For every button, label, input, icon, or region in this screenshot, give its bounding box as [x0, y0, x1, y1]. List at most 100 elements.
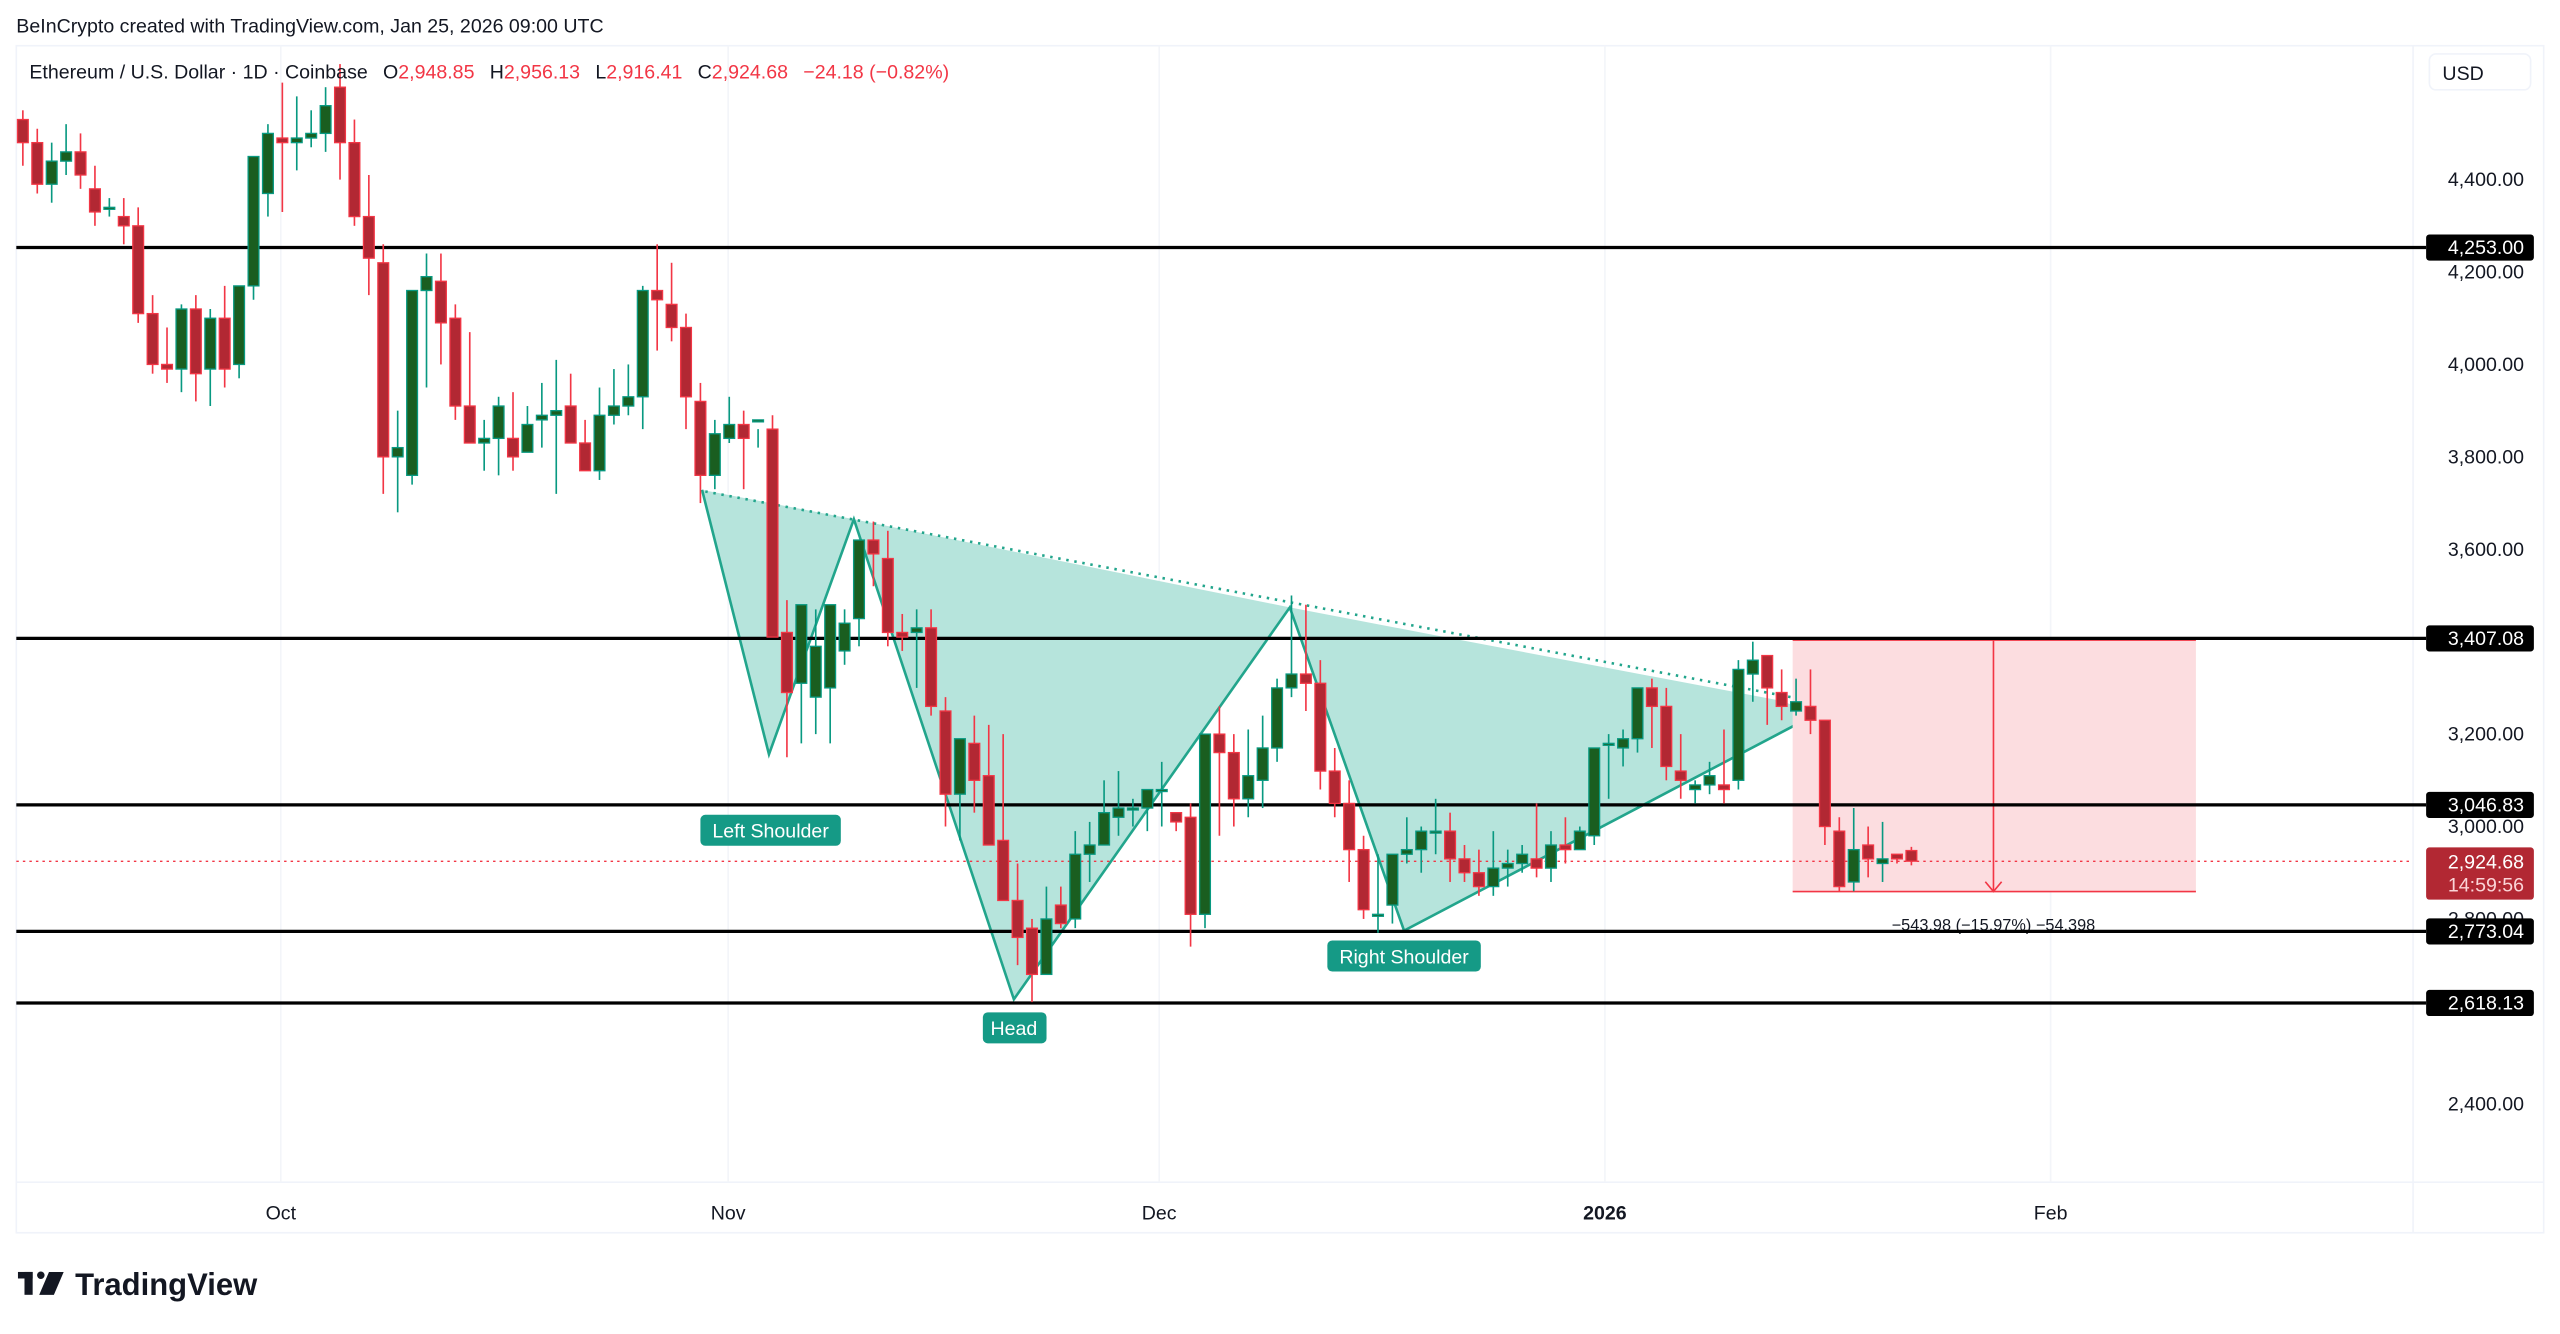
price-tick: 4,200.00 — [2448, 262, 2524, 284]
candle — [939, 697, 952, 827]
candle — [1645, 678, 1658, 748]
candle — [852, 539, 866, 647]
candle — [1112, 771, 1125, 836]
last-price-tag: 2,924.68 14:59:56 — [2426, 847, 2534, 900]
candle — [651, 244, 664, 351]
time-tick: Feb — [2034, 1203, 2068, 1225]
candle — [953, 738, 966, 841]
candle — [593, 387, 606, 480]
svg-text:2,924.68: 2,924.68 — [2448, 852, 2524, 874]
candle — [1126, 798, 1139, 827]
candle — [780, 600, 793, 758]
candle — [1544, 831, 1558, 882]
price-tick: 3,800.00 — [2448, 446, 2524, 468]
candle — [189, 295, 202, 402]
candle — [867, 521, 880, 587]
candle — [1890, 853, 1904, 864]
candle — [1746, 641, 1759, 702]
label-right-shoulder[interactable]: Right Shoulder — [1327, 940, 1481, 972]
low-value: 2,916.41 — [606, 61, 682, 83]
candle — [88, 165, 101, 226]
candle — [1400, 817, 1413, 864]
candle — [679, 313, 693, 430]
candlestick-series[interactable] — [16, 64, 1918, 1003]
candle — [1660, 687, 1673, 781]
price-tick: 4,400.00 — [2448, 169, 2524, 191]
high-value: 2,956.13 — [504, 61, 580, 83]
candle — [1343, 780, 1356, 882]
candle — [1415, 826, 1428, 873]
candle — [910, 609, 923, 688]
candle — [103, 198, 116, 217]
candle — [1256, 715, 1269, 809]
candle — [1472, 849, 1485, 896]
arrow-down-icon — [1984, 881, 2003, 893]
candle — [160, 327, 174, 383]
time-tick: Dec — [1142, 1203, 1177, 1225]
head-text: Head — [990, 1018, 1037, 1040]
candle — [1674, 734, 1687, 799]
candle — [564, 373, 577, 444]
label-head[interactable]: Head — [982, 1012, 1047, 1044]
left-shoulder-text: Left Shoulder — [712, 821, 829, 843]
candle — [622, 364, 635, 416]
symbol-title[interactable]: Ethereum / U.S. Dollar · 1D · Coinbase — [29, 61, 367, 83]
candle — [1299, 604, 1312, 712]
candle — [896, 613, 909, 651]
candle — [146, 295, 159, 374]
candle — [1588, 747, 1601, 846]
candle — [1761, 654, 1774, 725]
candle — [74, 133, 87, 189]
price-tick: 3,000.00 — [2448, 816, 2524, 838]
candle — [377, 244, 390, 494]
candle — [276, 82, 289, 212]
candle — [723, 396, 736, 443]
level-tag: 4,253.00 — [2448, 237, 2524, 259]
svg-text:14:59:56: 14:59:56 — [2448, 875, 2524, 897]
candle — [752, 419, 765, 448]
neckline-dotted — [705, 490, 1818, 704]
candle — [60, 124, 73, 175]
candle — [1804, 669, 1817, 735]
candle — [1141, 788, 1154, 832]
credit-text: BeInCrypto created with TradingView.com,… — [16, 16, 603, 38]
candle — [1429, 798, 1442, 855]
candle — [1559, 817, 1572, 864]
right-shoulder-text: Right Shoulder — [1339, 946, 1469, 968]
time-axis[interactable]: Oct Nov Dec 2026 Feb — [266, 1203, 2068, 1225]
candle — [766, 415, 779, 638]
time-tick: Nov — [711, 1203, 746, 1225]
candle — [982, 724, 995, 846]
change-value: −24.18 (−0.82%) — [803, 61, 949, 83]
candle — [550, 359, 563, 494]
candle — [925, 609, 938, 716]
candle — [261, 124, 274, 217]
candle — [1775, 669, 1788, 721]
candle — [708, 419, 721, 490]
candle — [406, 289, 419, 485]
tradingview-logo[interactable]: TradingView — [17, 1267, 258, 1302]
candle — [579, 419, 592, 472]
candle — [1732, 660, 1745, 790]
candle — [1242, 729, 1255, 818]
candle — [1025, 918, 1039, 1003]
candle — [449, 304, 462, 420]
candle — [1184, 803, 1197, 947]
candle — [1155, 761, 1168, 827]
candle — [1198, 733, 1212, 929]
close-value: 2,924.68 — [712, 61, 788, 83]
tradingview-logo-icon — [17, 1271, 64, 1295]
candle — [1458, 845, 1471, 882]
candle — [348, 119, 361, 226]
candle — [1501, 849, 1514, 887]
candle — [1573, 826, 1586, 851]
level-tag: 3,407.08 — [2448, 628, 2524, 650]
candle — [1876, 821, 1889, 882]
label-left-shoulder[interactable]: Left Shoulder — [700, 814, 841, 846]
candle — [478, 419, 491, 471]
candle — [1689, 780, 1702, 804]
currency-button[interactable]: USD — [2428, 53, 2532, 91]
candle — [1040, 886, 1053, 976]
candle — [1386, 853, 1399, 924]
candle — [233, 285, 246, 379]
